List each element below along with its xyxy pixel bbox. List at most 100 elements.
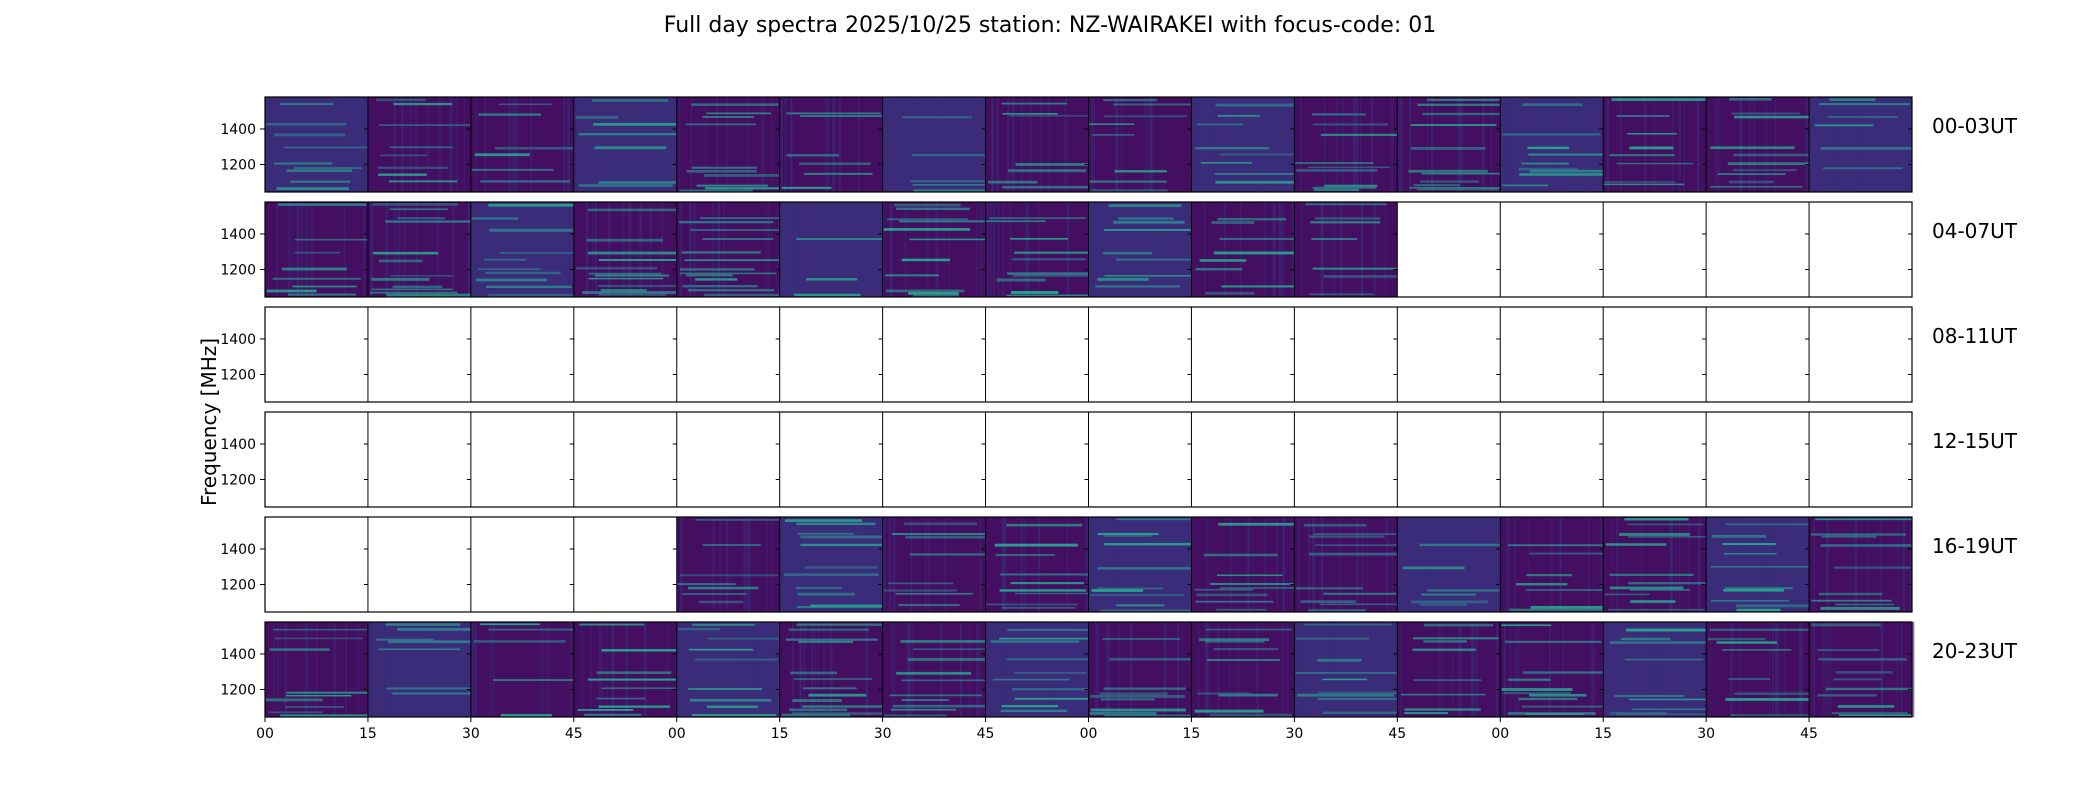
spectrum-streak — [600, 622, 603, 717]
spectral-line — [789, 708, 848, 712]
spectrum-cell — [470, 412, 574, 507]
spectral-line — [987, 180, 1038, 184]
spectrum-streak — [1675, 517, 1677, 612]
spectral-line — [1309, 293, 1374, 296]
spectrum-background — [1088, 622, 1192, 717]
spectral-line — [1090, 593, 1185, 596]
spectral-line — [1404, 708, 1481, 711]
spectrum-streak — [1122, 202, 1124, 297]
spectrum-streak — [385, 202, 389, 297]
spectral-line — [1295, 587, 1364, 590]
empty-cell — [573, 517, 677, 612]
spectrum-streak — [814, 622, 816, 717]
spectrum-cell — [779, 307, 883, 402]
spectral-line — [1810, 533, 1906, 536]
spectrum-streak — [1673, 622, 1676, 717]
spectral-line — [281, 267, 348, 271]
spectrum-streak — [1092, 517, 1096, 612]
spectrum-streak — [1231, 97, 1234, 192]
spectrum-streak — [1696, 97, 1700, 192]
spectrum-streak — [1085, 517, 1088, 612]
spectrum-streak — [1185, 517, 1187, 612]
spectral-line — [1221, 285, 1295, 288]
spectrum-streak — [1237, 622, 1240, 717]
spectrum-streak — [1861, 97, 1865, 192]
spectral-line — [1010, 582, 1085, 585]
spectrum-streak — [751, 622, 753, 717]
spectrum-streak — [948, 202, 951, 297]
spectrum-cell — [1499, 517, 1606, 612]
spectrum-streak — [1283, 517, 1286, 612]
spectrum-streak — [316, 622, 318, 717]
spectrum-streak — [783, 97, 787, 192]
spectral-line — [478, 113, 541, 116]
empty-cell — [367, 412, 471, 507]
spectral-line — [688, 688, 763, 690]
spectral-line — [1006, 523, 1083, 527]
spectrum-streak — [1352, 97, 1356, 192]
spectral-line — [679, 272, 777, 275]
spectral-line — [1295, 162, 1374, 164]
spectrum-streak — [744, 622, 747, 717]
spectrum-cell — [1499, 622, 1605, 717]
spectrum-streak — [789, 97, 793, 192]
spectral-line — [587, 208, 677, 212]
spectrum-background — [1191, 202, 1295, 297]
spectral-line — [1218, 693, 1278, 697]
spectral-line — [793, 678, 873, 680]
spectral-line — [471, 217, 519, 220]
spectral-line — [1821, 535, 1877, 538]
spectral-line — [1002, 186, 1089, 189]
spectral-line — [1196, 593, 1268, 597]
spectral-line — [899, 220, 986, 223]
spectrum-streak — [1621, 97, 1623, 192]
spectral-line — [1609, 641, 1707, 644]
spectrum-streak — [955, 97, 957, 192]
spectrum-streak — [1320, 202, 1324, 297]
spectrum-streak — [1111, 517, 1113, 612]
empty-cell — [470, 307, 574, 402]
spectral-line — [500, 714, 552, 717]
spectrum-streak — [484, 97, 487, 192]
spectrum-streak — [1112, 517, 1115, 612]
spectral-line — [1815, 518, 1912, 521]
spectrum-streak — [1039, 622, 1042, 717]
spectrum-streak — [1066, 202, 1070, 297]
spectrum-background — [676, 517, 780, 612]
spectral-line — [285, 694, 352, 697]
spectral-line — [1722, 649, 1792, 651]
spectrum-streak — [282, 97, 286, 192]
spectral-line — [1213, 251, 1294, 255]
spectral-line — [1605, 543, 1667, 546]
spectrum-cell — [1088, 622, 1192, 717]
spectrum-cell — [573, 97, 679, 192]
spectral-line — [1424, 623, 1494, 627]
spectrum-streak — [666, 622, 669, 717]
spectral-line — [810, 604, 883, 608]
spectrum-streak — [1472, 517, 1476, 612]
spectrum-streak — [599, 622, 601, 717]
spectrum-streak — [1911, 622, 1915, 717]
spectrum-streak — [1774, 622, 1778, 717]
spectral-line — [1104, 714, 1192, 717]
spectral-line — [786, 154, 840, 157]
spectral-line — [392, 285, 443, 289]
spectrum-streak — [489, 622, 493, 717]
spectral-line — [1310, 220, 1381, 224]
spectral-line — [588, 277, 664, 280]
spectrum-background — [1088, 517, 1192, 612]
spectrum-streak — [1897, 517, 1899, 612]
spectrum-streak — [798, 202, 800, 297]
spectrum-streak — [1600, 517, 1602, 612]
spectral-line — [1736, 604, 1810, 608]
spectrum-streak — [889, 517, 891, 612]
spectrum-streak — [625, 622, 628, 717]
spectrum-cell — [470, 622, 574, 717]
spectral-line — [1323, 275, 1398, 278]
spectrum-streak — [493, 622, 496, 717]
row-label: 20-23UT — [1932, 639, 2018, 663]
spectrum-streak — [1282, 517, 1284, 612]
empty-cell — [779, 307, 883, 402]
spectral-line — [1211, 221, 1255, 224]
spectrum-streak — [771, 517, 773, 612]
